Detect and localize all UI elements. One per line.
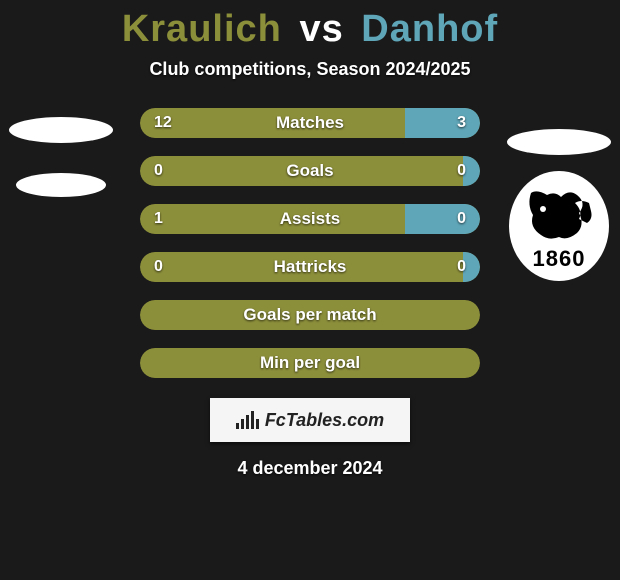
- stat-label: Assists: [140, 204, 480, 234]
- club-badge-year: 1860: [533, 246, 586, 272]
- club-badge-1860: 1860: [509, 171, 609, 281]
- stat-value-right: 0: [457, 252, 466, 282]
- fctables-text: FcTables.com: [265, 410, 384, 431]
- team-logo-right: 1860: [504, 150, 614, 260]
- signal-icon: [236, 411, 259, 429]
- stat-value-left: 12: [154, 108, 172, 138]
- subtitle: Club competitions, Season 2024/2025: [0, 59, 620, 80]
- stat-bar-row: Hattricks0 0: [140, 252, 480, 282]
- fctables-badge: FcTables.com: [210, 398, 410, 442]
- stat-bar-row: Assists1 0: [140, 204, 480, 234]
- stat-bar-row: Goals0 0: [140, 156, 480, 186]
- stat-bar-row: Matches12 3: [140, 108, 480, 138]
- stat-label: Goals: [140, 156, 480, 186]
- stat-label: Hattricks: [140, 252, 480, 282]
- stat-bar-row: Goals per match: [140, 300, 480, 330]
- stat-value-left: 1: [154, 204, 163, 234]
- stat-value-right: 0: [457, 156, 466, 186]
- team-logo-left: [6, 102, 116, 212]
- lion-icon: [519, 180, 599, 250]
- stat-label: Min per goal: [140, 348, 480, 378]
- stat-label: Matches: [140, 108, 480, 138]
- player2-name: Danhof: [361, 8, 498, 50]
- stat-label: Goals per match: [140, 300, 480, 330]
- stat-value-right: 0: [457, 204, 466, 234]
- date-text: 4 december 2024: [0, 458, 620, 479]
- ellipse-icon: [9, 117, 113, 143]
- vs-text: vs: [293, 8, 349, 50]
- stat-value-left: 0: [154, 156, 163, 186]
- comparison-title: Kraulich vs Danhof: [0, 0, 620, 51]
- stat-value-right: 3: [457, 108, 466, 138]
- stat-value-left: 0: [154, 252, 163, 282]
- stat-bar-row: Min per goal: [140, 348, 480, 378]
- ellipse-icon: [16, 173, 106, 197]
- stat-bars: Matches123Goals00Assists10Hattricks00Goa…: [140, 108, 480, 378]
- player1-name: Kraulich: [122, 8, 282, 50]
- ellipse-icon: [507, 129, 611, 155]
- content-area: 1860 Matches123Goals00Assists10Hattricks…: [0, 108, 620, 378]
